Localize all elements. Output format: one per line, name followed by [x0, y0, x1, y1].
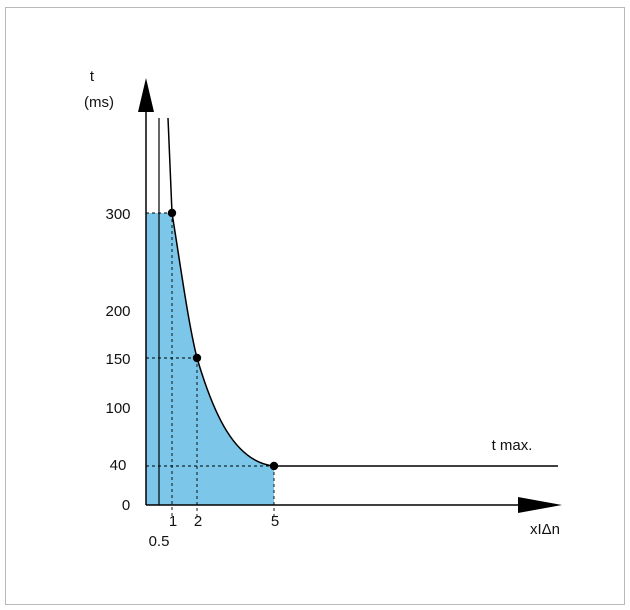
y-axis-label: t [90, 68, 95, 85]
x-tick-label: 5 [271, 513, 279, 530]
y-axis-unit: (ms) [84, 94, 114, 111]
y-tick-label: 40 [110, 457, 127, 474]
data-points [167, 208, 279, 471]
x-tick-label: 0.5 [149, 533, 170, 550]
y-axis-arrow [138, 78, 154, 112]
t-max-label: t max. [492, 437, 533, 454]
y-tick-label: 300 [105, 206, 130, 223]
trip-curve [167, 117, 275, 467]
y-tick-label: 200 [105, 303, 130, 320]
data-point [192, 353, 202, 363]
x-axis-arrow [518, 497, 562, 513]
y-tick-label: 0 [122, 497, 130, 514]
data-point [269, 461, 279, 471]
shaded-area [146, 213, 274, 505]
x-tick-label: 1 [169, 513, 177, 530]
y-tick-label: 150 [105, 351, 130, 368]
y-tick-label: 100 [105, 400, 130, 417]
data-point [167, 208, 177, 218]
x-axis-label: xIΔn [530, 521, 560, 538]
x-tick-label: 2 [194, 513, 202, 530]
